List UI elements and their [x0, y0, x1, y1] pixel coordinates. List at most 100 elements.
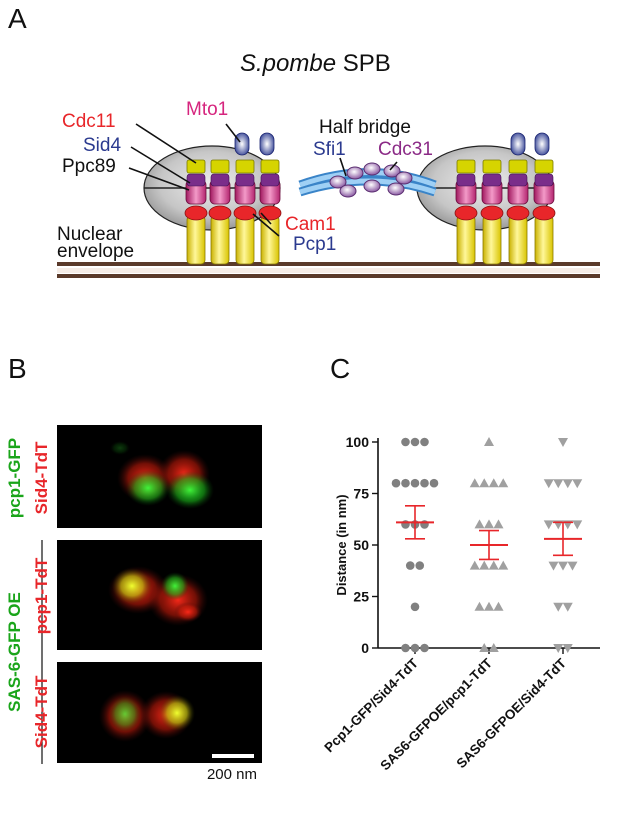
pcp1-block — [508, 215, 528, 265]
label-ppc89: Ppc89 — [62, 156, 116, 177]
cam1-block — [480, 205, 504, 221]
data-point — [429, 478, 439, 488]
data-point — [562, 644, 573, 653]
panel-b-letter: B — [8, 353, 27, 384]
pcp1-block — [456, 215, 476, 265]
label-row3-sid4: Sid4-TdT — [32, 675, 51, 748]
mto1-block — [234, 132, 250, 156]
data-point — [572, 479, 583, 489]
data-point — [484, 601, 494, 611]
cam1-block — [184, 205, 208, 221]
label-cdc11: Cdc11 — [62, 111, 116, 132]
data-point — [498, 560, 509, 570]
label-sas6-gfp-oe: SAS-6-GFP OE — [5, 592, 24, 712]
panel-a-title: S.pombe SPB — [240, 50, 391, 77]
data-point — [484, 437, 494, 446]
y-tick-label: 75 — [353, 486, 369, 502]
spb-column — [208, 159, 232, 265]
data-point — [415, 561, 425, 570]
spb-left — [143, 132, 282, 265]
micrograph-1 — [57, 425, 262, 528]
data-point — [420, 643, 429, 653]
cam1-block — [258, 205, 282, 221]
nuclear-envelope — [57, 262, 600, 278]
panel-a-title-rest: SPB — [336, 50, 391, 77]
spb-column — [532, 159, 556, 265]
data-point — [420, 437, 429, 447]
data-point — [474, 601, 485, 611]
cdc11-block — [508, 159, 528, 174]
spb-right — [416, 132, 556, 265]
data-point — [484, 519, 494, 529]
data-point — [558, 438, 568, 447]
scale-bar — [212, 754, 254, 758]
label-pcp1: Pcp1 — [293, 234, 336, 255]
data-point — [391, 478, 401, 488]
cdc11-block — [186, 159, 206, 174]
panel-a-letter: A — [8, 3, 27, 34]
data-point — [410, 478, 420, 488]
data-point — [493, 601, 504, 611]
data-point — [498, 478, 509, 488]
sid4-block — [534, 173, 554, 187]
data-point — [488, 560, 499, 570]
panel-c-letter: C — [330, 353, 350, 384]
label-row2-pcp1: pcp1-TdT — [32, 557, 51, 634]
y-axis-label: Distance (in nm) — [334, 494, 349, 595]
sid4-block — [235, 173, 255, 187]
y-tick-label: 50 — [353, 537, 369, 553]
label-half-bridge: Half bridge — [319, 117, 411, 138]
micrograph-2 — [57, 540, 262, 650]
pcp1-block — [186, 215, 206, 265]
label-sid4: Sid4 — [83, 135, 121, 156]
panel-a-title-italic: S.pombe — [240, 50, 336, 77]
cdc11-block — [482, 159, 502, 174]
data-point — [474, 519, 485, 529]
label-envelope: envelope — [57, 241, 134, 262]
pcp1-block — [482, 215, 502, 265]
label-cdc31: Cdc31 — [378, 139, 433, 160]
data-point — [479, 643, 490, 652]
data-point — [562, 602, 573, 612]
half-bridge — [298, 162, 437, 198]
data-point — [469, 478, 480, 488]
cam1-block — [506, 205, 530, 221]
sid4-block — [508, 173, 528, 187]
data-point — [479, 560, 490, 570]
spb-column — [233, 159, 257, 265]
cdc11-block — [235, 159, 255, 174]
cdc11-block — [456, 159, 476, 174]
mto1-block — [259, 132, 275, 156]
sid4-block — [260, 173, 280, 187]
data-point — [567, 561, 578, 571]
pcp1-block — [534, 215, 554, 265]
pcp1-block — [210, 215, 230, 265]
data-point — [405, 561, 415, 570]
cam1-block — [454, 205, 478, 221]
data-point — [572, 520, 583, 530]
data-point — [553, 644, 564, 653]
spb-column — [258, 159, 282, 265]
label-sfi1: Sfi1 — [313, 139, 346, 160]
data-point — [410, 602, 420, 612]
mto1-block — [510, 132, 526, 156]
spb-column — [480, 159, 504, 265]
y-tick-label: 25 — [353, 589, 369, 605]
data-point — [469, 560, 480, 570]
scatter-chart: Distance (in nm) 0255075100Pcp1-GFP/Sid4… — [321, 434, 600, 773]
data-point — [420, 478, 429, 488]
label-cam1: Cam1 — [285, 214, 336, 235]
data-point — [410, 643, 420, 653]
label-mto1: Mto1 — [186, 99, 228, 120]
data-point — [553, 602, 564, 612]
sid4-block — [210, 173, 230, 187]
data-point — [562, 479, 573, 489]
pointer-lines — [128, 123, 398, 237]
data-point — [558, 561, 568, 571]
spb-column — [506, 159, 530, 265]
cdc11-block — [260, 159, 280, 174]
data-point — [410, 437, 420, 447]
cam1-block — [532, 205, 556, 221]
data-point — [543, 520, 554, 530]
sid4-block — [456, 173, 476, 187]
